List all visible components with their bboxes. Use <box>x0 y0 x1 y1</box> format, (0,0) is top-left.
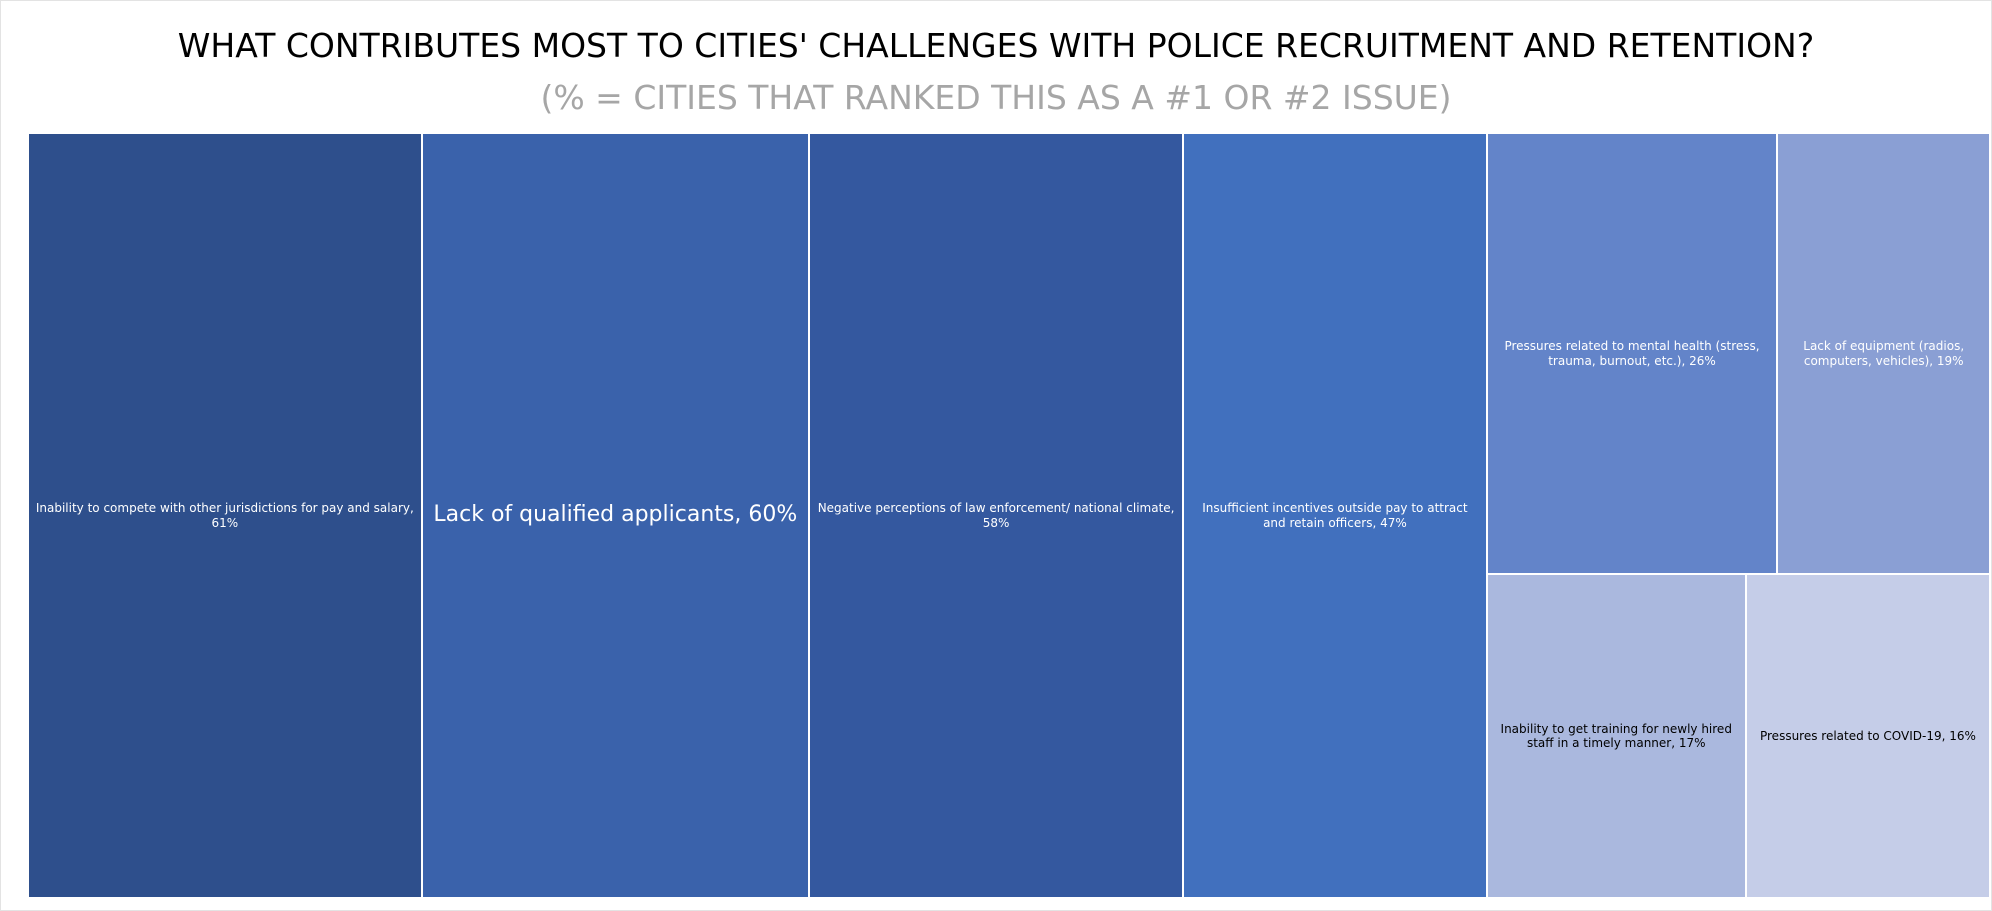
cell-label: Inability to compete with other jurisdic… <box>35 501 414 530</box>
cell-label: Pressures related to COVID-19, 16% <box>1759 728 1976 743</box>
cell-label: Lack of qualified applicants, 60% <box>433 502 798 528</box>
treemap-cell: Pressures related to mental health (stre… <box>1486 133 1778 575</box>
treemap-cell: Negative perceptions of law enforcement/… <box>808 133 1184 898</box>
cell-label: Inability to get training for newly hire… <box>1500 721 1732 751</box>
treemap-cell: Insufficient incentives outside pay to a… <box>1183 133 1487 898</box>
cell-label: Pressures related to mental health (stre… <box>1504 339 1760 368</box>
treemap-cell: Inability to compete with other jurisdic… <box>28 133 422 898</box>
treemap-cell: Lack of equipment (radios, computers, ve… <box>1777 133 1990 575</box>
treemap-cell: Inability to get training for newly hire… <box>1486 574 1746 898</box>
treemap-cell: Lack of qualified applicants, 60% <box>421 133 809 898</box>
treemap-cell: Pressures related to COVID-19, 16% <box>1745 574 1990 898</box>
chart-subtitle: (% = CITIES THAT RANKED THIS AS A #1 OR … <box>540 78 1452 117</box>
cell-label: Negative perceptions of law enforcement/… <box>817 501 1175 530</box>
chart-title: WHAT CONTRIBUTES MOST TO CITIES' CHALLEN… <box>177 26 1815 65</box>
cell-label: Lack of equipment (radios, computers, ve… <box>1803 339 1965 368</box>
cell-label: Insufficient incentives outside pay to a… <box>1202 501 1468 530</box>
